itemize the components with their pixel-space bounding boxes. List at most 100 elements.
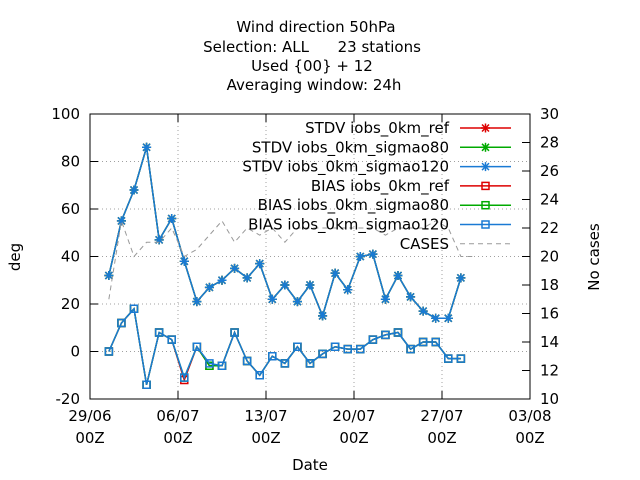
data-point	[280, 280, 290, 290]
legend-marker	[481, 181, 490, 191]
data-point	[167, 214, 177, 223]
x-axis-label: Date	[292, 456, 328, 474]
data-point	[280, 359, 290, 368]
title-line-4: Averaging window: 24h	[227, 76, 402, 94]
x-tick-label: 03/08	[508, 407, 551, 425]
legend-entry-4: BIAS iobs_0km_sigmao80	[258, 196, 511, 215]
data-point	[154, 328, 164, 337]
series-4	[104, 304, 466, 389]
data-point	[129, 304, 139, 313]
data-point	[456, 354, 466, 363]
y2-axis-label: No cases	[585, 223, 603, 291]
data-point	[255, 259, 265, 269]
legend-entry-2: STDV iobs_0km_sigmao120	[242, 158, 511, 177]
data-point	[204, 282, 214, 292]
y2-tick-label: 22	[540, 219, 559, 237]
chart-title: Wind direction 50hPa Selection: ALL 23 s…	[203, 18, 421, 94]
series-5	[104, 304, 466, 389]
data-point	[217, 361, 227, 370]
data-point	[293, 342, 302, 351]
legend-marker	[481, 220, 490, 229]
legend-marker	[481, 123, 490, 133]
y-tick-label: 60	[61, 200, 80, 218]
data-point	[154, 235, 164, 245]
legend-entry-6: CASES	[400, 235, 511, 253]
y2-tick-label: 24	[540, 191, 559, 209]
data-point	[268, 352, 277, 361]
data-point	[192, 297, 202, 307]
x-tick-label-time: 00Z	[75, 429, 104, 447]
y-tick-label: 100	[51, 105, 80, 123]
x-tick-label-time: 00Z	[339, 429, 368, 447]
grid	[90, 114, 530, 399]
data-point	[242, 273, 252, 283]
data-point	[381, 330, 390, 340]
legend-label: BIAS iobs_0km_sigmao120	[248, 216, 449, 235]
y2-tick-label: 20	[540, 248, 559, 266]
data-point	[305, 280, 315, 290]
legend-entry-0: STDV iobs_0km_ref	[305, 119, 511, 138]
legend-entry-1: STDV iobs_0km_sigmao80	[252, 138, 511, 157]
title-line-3: Used {00} + 12	[251, 57, 373, 75]
data-point	[456, 273, 466, 283]
legend-marker	[481, 162, 490, 172]
y2-tick-label: 10	[540, 390, 559, 408]
data-point	[217, 275, 227, 285]
data-point	[406, 292, 416, 302]
data-point	[318, 311, 328, 321]
data-point	[431, 337, 440, 347]
data-point	[142, 142, 152, 152]
axes: -20 0 20 40 60 80 100 10 12 14 16 18 20 22 24 26 28 30 29/…	[51, 105, 559, 447]
legend-entry-5: BIAS iobs_0km_sigmao120	[248, 216, 511, 235]
data-point	[192, 342, 202, 351]
series-line	[108, 220, 474, 300]
data-point	[179, 256, 189, 266]
data-point	[104, 347, 114, 356]
legend-label: STDV iobs_0km_sigmao80	[252, 138, 449, 157]
data-point	[230, 328, 239, 337]
x-tick-label-time: 00Z	[251, 429, 280, 447]
legend-marker	[481, 200, 490, 210]
data-point	[330, 342, 340, 351]
data-point	[343, 285, 353, 295]
y2-tick-label: 30	[540, 105, 559, 123]
legend-label: CASES	[400, 235, 449, 253]
y2-tick-label: 16	[540, 305, 559, 323]
data-point	[380, 294, 390, 304]
data-point	[330, 268, 340, 278]
data-point	[104, 271, 114, 280]
x-tick-label: 20/07	[332, 407, 375, 425]
data-point	[343, 344, 352, 354]
legend-label: STDV iobs_0km_sigmao120	[242, 158, 449, 177]
x-tick-label-time: 00Z	[163, 429, 192, 447]
data-point	[255, 371, 264, 380]
data-point	[318, 349, 327, 359]
legend-marker	[481, 142, 490, 152]
title-line-2: Selection: ALL 23 stations	[203, 38, 421, 56]
y-tick-label: 20	[61, 295, 80, 313]
x-tick-label: 29/06	[68, 407, 111, 425]
legend-entry-3: BIAS iobs_0km_ref	[311, 177, 511, 196]
data-point	[393, 328, 403, 337]
x-tick-label-time: 00Z	[427, 429, 456, 447]
data-point	[431, 313, 441, 323]
legend-label: BIAS iobs_0km_ref	[311, 177, 450, 196]
series-line	[108, 307, 461, 385]
y-tick-label: 40	[61, 248, 80, 266]
data-point	[292, 297, 302, 307]
x-tick-label: 06/07	[156, 407, 199, 425]
data-point	[406, 344, 415, 354]
data-point	[355, 252, 365, 261]
y2-tick-label: 14	[540, 333, 559, 351]
y-tick-label: -20	[56, 390, 81, 408]
series-3	[104, 304, 466, 389]
data-point	[142, 380, 151, 389]
data-point	[267, 294, 277, 304]
y-tick-label: 0	[70, 343, 80, 361]
data-point	[180, 373, 189, 382]
y2-tick-label: 28	[540, 134, 559, 152]
data-point	[418, 337, 428, 347]
series-6	[108, 220, 474, 300]
legend-label: BIAS iobs_0km_sigmao80	[258, 196, 449, 215]
